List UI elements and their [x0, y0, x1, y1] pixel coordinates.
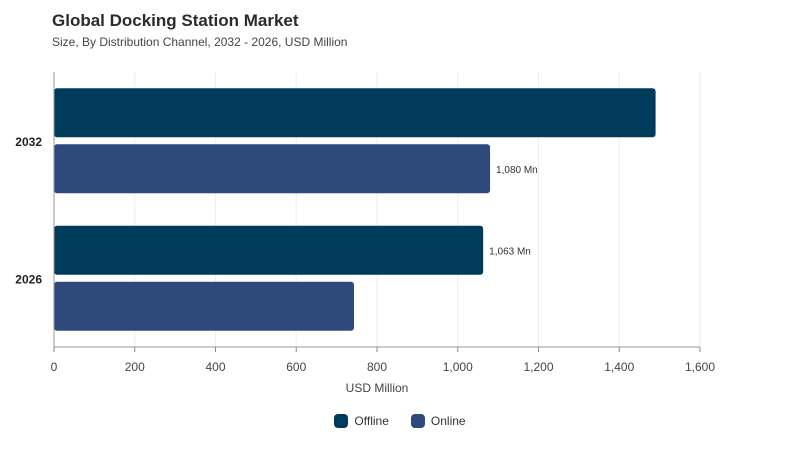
x-tick-label: 0 — [51, 360, 58, 374]
bar-online-2032[interactable] — [54, 144, 491, 194]
bar-chart: 1,080 Mn 1,063 Mn 0 200 400 600 800 1,000 1,200… — [15, 72, 715, 395]
y-category-label: 2026 — [15, 272, 42, 286]
x-tick-label: 1,400 — [604, 360, 634, 374]
legend-label-offline: Offline — [354, 414, 389, 428]
axes: 0 200 400 600 800 1,000 1,200 1,400 1,600 USD Mil… — [15, 72, 715, 395]
bars — [54, 88, 656, 331]
x-tick-label: 400 — [205, 360, 225, 374]
legend-swatch-online — [410, 414, 425, 428]
bar-offline-2026[interactable] — [54, 225, 484, 275]
bar-offline-2032[interactable] — [54, 88, 656, 138]
x-axis-title: USD Million — [346, 381, 409, 395]
x-tick-label: 800 — [367, 360, 387, 374]
y-category-label: 2032 — [15, 135, 42, 149]
legend-item-online[interactable]: Online — [410, 414, 466, 428]
data-label: 1,080 Mn — [496, 165, 538, 176]
chart-subtitle: Size, By Distribution Channel, 2032 - 20… — [52, 35, 348, 49]
legend-label-online: Online — [430, 414, 466, 428]
data-labels: 1,080 Mn 1,063 Mn — [489, 165, 538, 258]
data-label: 1,063 Mn — [489, 246, 531, 257]
x-tick-label: 200 — [125, 360, 145, 374]
legend: Offline Online — [0, 414, 800, 428]
legend-item-offline[interactable]: Offline — [334, 414, 389, 428]
bar-online-2026[interactable] — [54, 281, 354, 331]
chart-title: Global Docking Station Market — [52, 11, 299, 30]
x-tick-label: 1,200 — [523, 360, 553, 374]
x-tick-label: 1,600 — [685, 360, 715, 374]
x-tick-label: 1,000 — [443, 360, 473, 374]
x-tick-label: 600 — [286, 360, 306, 374]
legend-swatch-offline — [334, 414, 349, 428]
